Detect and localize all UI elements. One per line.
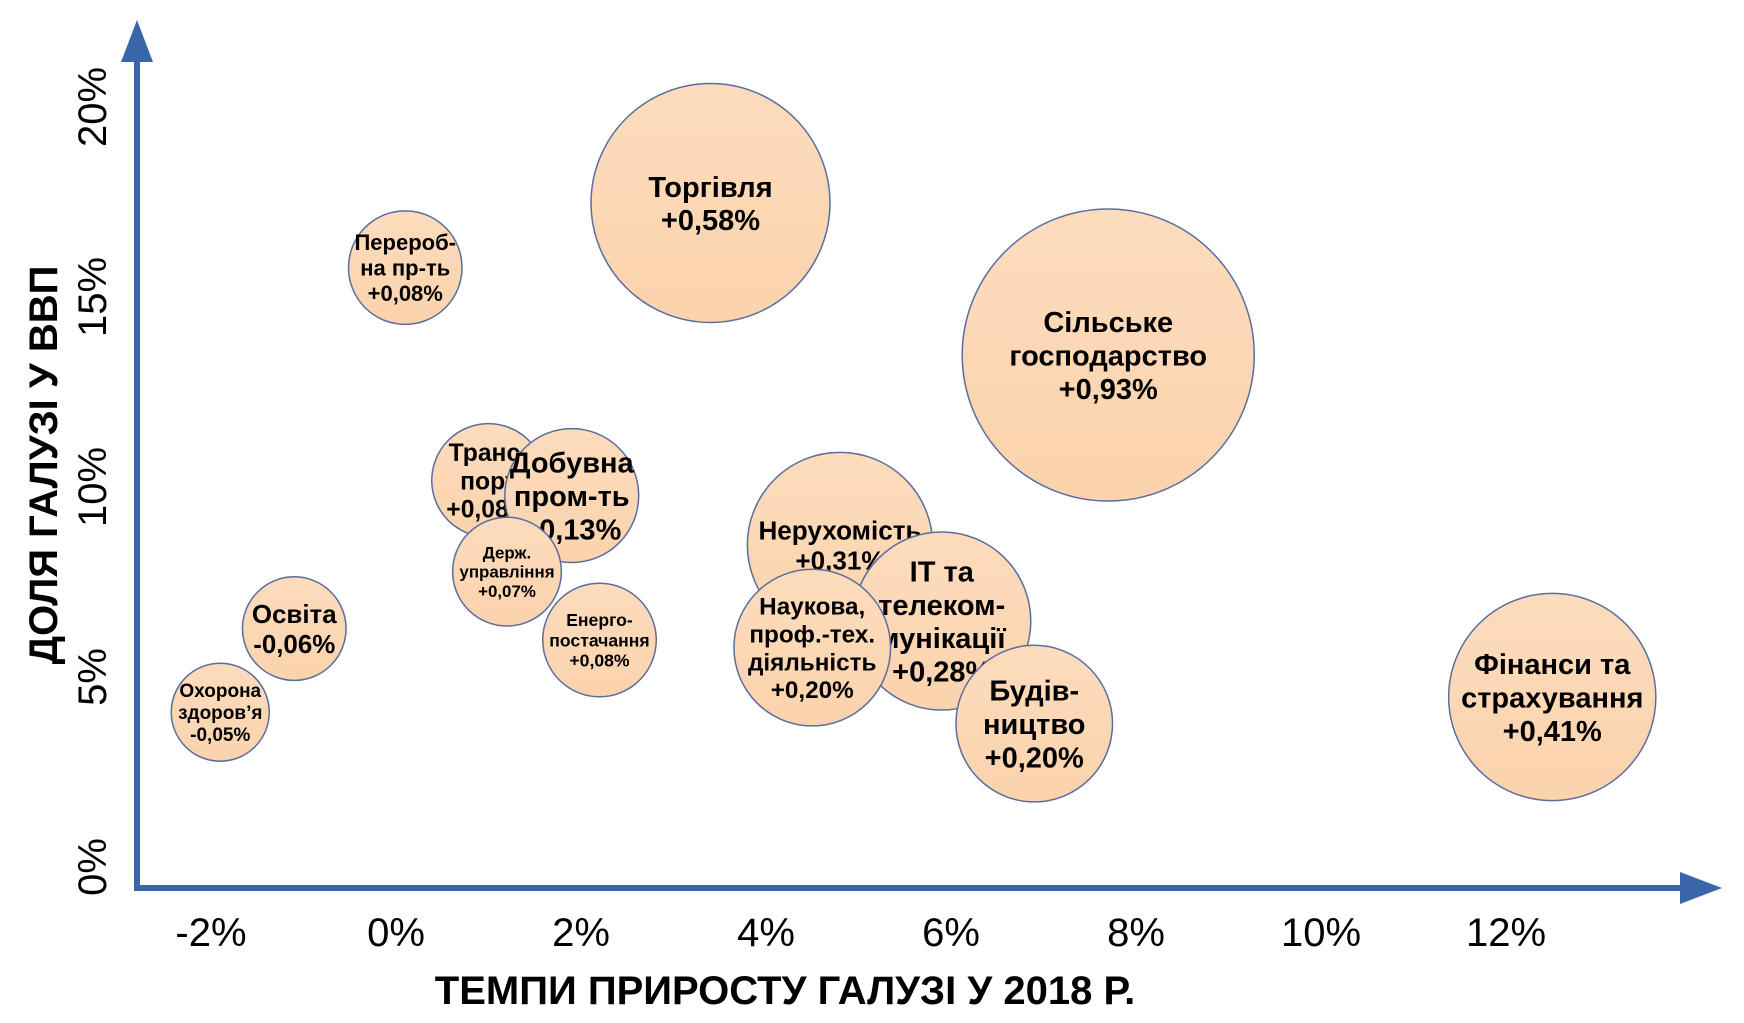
- bubble-label-line: страхування: [1461, 682, 1643, 714]
- bubble-label-line: Освіта: [252, 601, 337, 629]
- x-tick-label: 12%: [1466, 911, 1546, 955]
- bubble-label: Нерухомість +0,31%: [758, 515, 921, 575]
- bubble-label: Енерго-постачання +0,08%: [549, 610, 649, 671]
- bubbles-layer: Торгівля +0,58% Сільське господарство +0,93%…: [170, 82, 1657, 803]
- bubble-osvita: Освіта -0,06%: [241, 576, 347, 682]
- bubble-label: Будів-ництво +0,20%: [983, 676, 1086, 775]
- bubble-circle: [955, 644, 1114, 803]
- bubble-circle: [170, 662, 270, 762]
- bubble-enerhopostachannia: Енерго-постачання +0,08%: [541, 582, 658, 698]
- bubble-naukova-diialnist: Наукова, проф.-тех. діяльність +0,20%: [733, 568, 892, 727]
- bubble-label-line: Наукова,: [759, 594, 865, 621]
- x-axis-title: ТЕМПИ ПРИРОСТУ ГАЛУЗІ У 2018 Р.: [435, 969, 1135, 1013]
- bubble-circle: [733, 568, 892, 727]
- bubble-label-line: ництво: [983, 709, 1086, 741]
- bubble-label-line: +0,93%: [1059, 374, 1158, 406]
- bubble-label: Держ. управління +0,07%: [459, 543, 554, 601]
- bubble-circle: [541, 582, 658, 698]
- y-tick-label: 0%: [71, 838, 115, 896]
- bubble-label-line: -0,05%: [190, 725, 250, 746]
- y-tick-labels: 0% 5% 10% 15% 20%: [71, 67, 115, 896]
- x-tick-label: 8%: [1107, 911, 1165, 955]
- bubble-label: Фінанси та страхування +0,41%: [1461, 649, 1643, 748]
- bubble-label-line: пром-ть: [514, 481, 630, 513]
- bubble-circle: [961, 208, 1256, 502]
- x-axis-arrow-icon: [1680, 872, 1722, 904]
- bubble-label: Охорона здоров’я -0,05%: [178, 681, 262, 746]
- bubble-circle: [590, 82, 831, 324]
- bubble-label: Сільське господарство +0,93%: [1009, 307, 1207, 406]
- y-axis-arrow-icon: [121, 20, 153, 62]
- bubble-label-line: +0,08%: [368, 281, 443, 306]
- bubble-circle: [241, 576, 347, 682]
- y-axis-title: ДОЛЯ ГАЛУЗІ У ВВП: [22, 266, 66, 665]
- bubble-label: Перероб-на пр-ть +0,08%: [354, 230, 456, 306]
- bubble-label-line: господарство: [1009, 340, 1207, 372]
- x-tick-label: 0%: [367, 911, 425, 955]
- y-tick-label: 20%: [71, 67, 115, 147]
- bubble-label-line: Будів-: [989, 676, 1079, 708]
- bubble-label-line: +0,41%: [1503, 716, 1602, 748]
- bubble-label-line: Нерухомість: [758, 515, 921, 545]
- bubble-label-line: ІТ та: [910, 556, 975, 588]
- bubble-label-line: Фінанси та: [1474, 649, 1631, 681]
- bubble-label-line: +0,08%: [569, 651, 630, 671]
- y-tick-label: 10%: [71, 447, 115, 527]
- bubble-label-line: діяльність: [748, 649, 877, 676]
- bubble-label-line: -0,06%: [253, 631, 335, 659]
- bubble-label-line: Держ.: [483, 543, 531, 562]
- bubble-label-line: Добувна: [510, 448, 635, 480]
- x-tick-label: -2%: [175, 911, 246, 955]
- bubble-label-line: Сільське: [1043, 307, 1173, 339]
- bubble-label-line: на пр-ть: [360, 256, 450, 281]
- x-tick-labels: -2% 0% 2% 4% 6% 8% 10% 12%: [175, 911, 1546, 955]
- y-tick-label: 15%: [71, 257, 115, 337]
- bubble-pererobna: Перероб-на пр-ть +0,08%: [347, 210, 463, 326]
- bubble-torgivlia: Торгівля +0,58%: [590, 82, 831, 324]
- bubble-label: Добувна пром-ть +0,13%: [510, 448, 635, 547]
- bubble-budivnytstvo: Будів-ництво +0,20%: [955, 644, 1114, 803]
- x-tick-label: 6%: [922, 911, 980, 955]
- bubble-derzh-upravlinnia: Держ. управління +0,07%: [451, 516, 563, 627]
- bubble-label-line: постачання: [549, 630, 649, 650]
- bubble-label-line: +0,58%: [661, 205, 760, 237]
- bubble-silske-hospodarstvo: Сільське господарство +0,93%: [961, 208, 1256, 502]
- bubble-label-line: Охорона: [179, 681, 261, 702]
- bubble-circle: [1447, 592, 1657, 802]
- bubble-label-line: телеком-: [878, 590, 1005, 622]
- bubble-label-line: проф.-тех.: [749, 621, 875, 648]
- bubble-label-line: Торгівля: [648, 172, 772, 204]
- bubble-label-line: здоров’я: [178, 703, 262, 724]
- bubble-label-line: Енерго-: [566, 610, 633, 630]
- bubble-label-line: Перероб-: [354, 230, 456, 255]
- y-tick-label: 5%: [71, 648, 115, 706]
- bubble-label-line: +0,20%: [985, 742, 1084, 774]
- bubble-label: Освіта -0,06%: [252, 601, 337, 659]
- x-tick-label: 10%: [1281, 911, 1361, 955]
- bubble-label-line: управління: [459, 563, 554, 582]
- x-tick-label: 4%: [737, 911, 795, 955]
- bubble-label-line: мунікації: [878, 623, 1006, 655]
- bubble-label: Наукова, проф.-тех. діяльність +0,20%: [748, 594, 877, 705]
- bubble-circle: [451, 516, 563, 627]
- bubble-circle: [347, 210, 463, 326]
- bubble-finansy-strakhuvannia: Фінанси та страхування +0,41%: [1447, 592, 1657, 802]
- bubble-okhorona-zdorovia: Охорона здоров’я -0,05%: [170, 662, 270, 762]
- x-tick-label: 2%: [552, 911, 610, 955]
- bubble-label-line: +0,07%: [478, 582, 536, 601]
- axes: [121, 20, 1722, 904]
- bubble-label: Торгівля +0,58%: [648, 172, 772, 237]
- bubble-label-line: +0,20%: [771, 677, 854, 704]
